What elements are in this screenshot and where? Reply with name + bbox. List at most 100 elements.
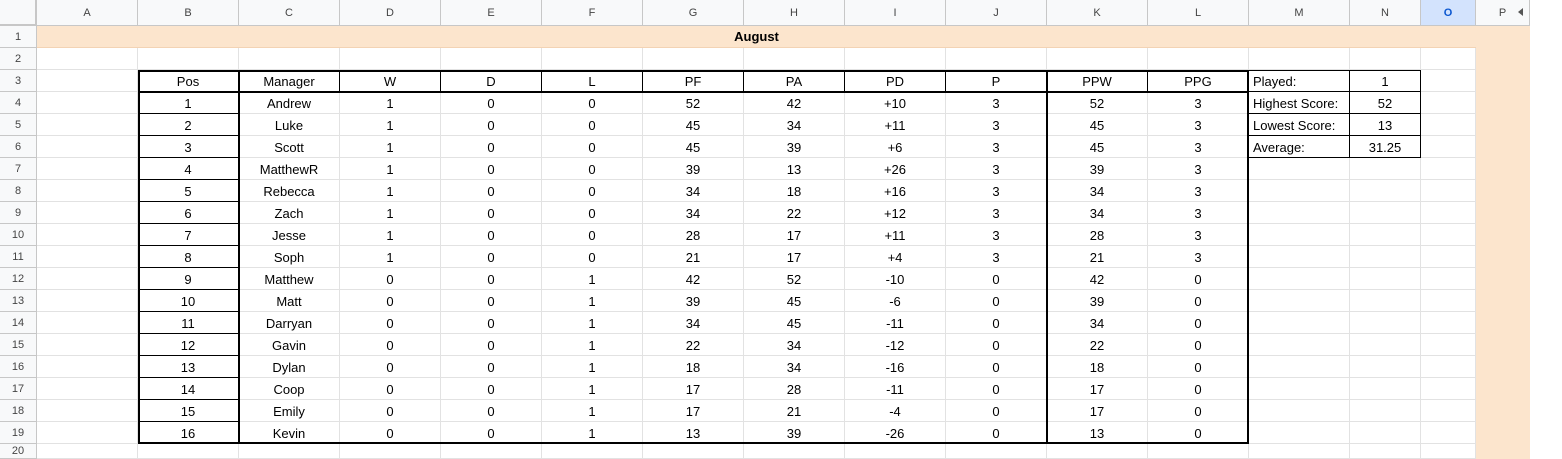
- table-cell-pf[interactable]: 39: [643, 290, 744, 312]
- table-cell-ppw[interactable]: 39: [1047, 290, 1148, 312]
- column-header-i[interactable]: I: [845, 0, 946, 26]
- grid-cell[interactable]: [1249, 422, 1350, 444]
- table-header-ppw[interactable]: PPW: [1047, 70, 1148, 92]
- table-header-pd[interactable]: PD: [845, 70, 946, 92]
- table-cell-ppw[interactable]: 28: [1047, 224, 1148, 246]
- column-header-g[interactable]: G: [643, 0, 744, 26]
- table-cell-pf[interactable]: 34: [643, 202, 744, 224]
- grid-cell[interactable]: [441, 444, 542, 459]
- table-cell-l[interactable]: 1: [542, 356, 643, 378]
- table-cell-ppw[interactable]: 18: [1047, 356, 1148, 378]
- grid-cell[interactable]: [37, 334, 138, 356]
- grid-cell[interactable]: [1421, 334, 1476, 356]
- table-cell-l[interactable]: 1: [542, 422, 643, 444]
- stat-value[interactable]: 1: [1350, 70, 1421, 92]
- grid-cell[interactable]: [845, 48, 946, 70]
- grid-cell[interactable]: [340, 444, 441, 459]
- table-cell-pf[interactable]: 17: [643, 400, 744, 422]
- table-cell-ppg[interactable]: 0: [1148, 400, 1249, 422]
- table-cell-pos[interactable]: 6: [138, 202, 239, 224]
- grid-cell[interactable]: [1350, 246, 1421, 268]
- table-cell-ppg[interactable]: 0: [1148, 378, 1249, 400]
- table-cell-manager[interactable]: Coop: [239, 378, 340, 400]
- sheet-title[interactable]: August: [37, 26, 1476, 48]
- table-cell-pos[interactable]: 1: [138, 92, 239, 114]
- table-cell-pd[interactable]: +12: [845, 202, 946, 224]
- column-header-f[interactable]: F: [542, 0, 643, 26]
- table-cell-pos[interactable]: 13: [138, 356, 239, 378]
- table-cell-pa[interactable]: 17: [744, 246, 845, 268]
- grid-cell[interactable]: [1350, 290, 1421, 312]
- stat-label[interactable]: Average:: [1249, 136, 1350, 158]
- table-cell-ppg[interactable]: 3: [1148, 224, 1249, 246]
- grid-cell[interactable]: [37, 290, 138, 312]
- table-cell-pf[interactable]: 45: [643, 114, 744, 136]
- table-cell-pa[interactable]: 39: [744, 136, 845, 158]
- grid-cell[interactable]: [1421, 202, 1476, 224]
- table-cell-pd[interactable]: +6: [845, 136, 946, 158]
- table-cell-pos[interactable]: 7: [138, 224, 239, 246]
- table-cell-pos[interactable]: 2: [138, 114, 239, 136]
- table-cell-pd[interactable]: +10: [845, 92, 946, 114]
- table-cell-ppg[interactable]: 3: [1148, 158, 1249, 180]
- table-header-d[interactable]: D: [441, 70, 542, 92]
- grid-cell[interactable]: [1249, 224, 1350, 246]
- row-header-3[interactable]: 3: [0, 70, 37, 92]
- grid-cell[interactable]: [1350, 202, 1421, 224]
- table-cell-w[interactable]: 0: [340, 290, 441, 312]
- row-header-4[interactable]: 4: [0, 92, 37, 114]
- table-cell-l[interactable]: 1: [542, 268, 643, 290]
- table-cell-ppw[interactable]: 22: [1047, 334, 1148, 356]
- table-cell-p[interactable]: 3: [946, 246, 1047, 268]
- table-cell-manager[interactable]: Darryan: [239, 312, 340, 334]
- table-cell-l[interactable]: 0: [542, 158, 643, 180]
- table-cell-manager[interactable]: Andrew: [239, 92, 340, 114]
- table-cell-w[interactable]: 1: [340, 114, 441, 136]
- grid-cell[interactable]: [1421, 378, 1476, 400]
- table-cell-manager[interactable]: Scott: [239, 136, 340, 158]
- table-header-manager[interactable]: Manager: [239, 70, 340, 92]
- column-header-p[interactable]: P: [1476, 0, 1530, 26]
- grid-cell[interactable]: [1421, 422, 1476, 444]
- table-cell-pd[interactable]: -16: [845, 356, 946, 378]
- table-cell-p[interactable]: 0: [946, 268, 1047, 290]
- table-cell-pd[interactable]: -6: [845, 290, 946, 312]
- table-cell-ppw[interactable]: 13: [1047, 422, 1148, 444]
- grid-cell[interactable]: [1421, 114, 1476, 136]
- table-cell-w[interactable]: 0: [340, 268, 441, 290]
- column-header-d[interactable]: D: [340, 0, 441, 26]
- table-cell-p[interactable]: 0: [946, 378, 1047, 400]
- grid-cell[interactable]: [845, 444, 946, 459]
- table-cell-ppw[interactable]: 17: [1047, 378, 1148, 400]
- table-cell-ppg[interactable]: 3: [1148, 202, 1249, 224]
- table-cell-l[interactable]: 0: [542, 180, 643, 202]
- table-cell-l[interactable]: 0: [542, 136, 643, 158]
- stat-label[interactable]: Lowest Score:: [1249, 114, 1350, 136]
- table-cell-pos[interactable]: 15: [138, 400, 239, 422]
- table-cell-pa[interactable]: 34: [744, 114, 845, 136]
- table-cell-pos[interactable]: 5: [138, 180, 239, 202]
- table-cell-p[interactable]: 3: [946, 158, 1047, 180]
- table-cell-p[interactable]: 3: [946, 202, 1047, 224]
- grid-cell[interactable]: [1350, 158, 1421, 180]
- table-cell-pa[interactable]: 45: [744, 290, 845, 312]
- table-cell-pd[interactable]: +4: [845, 246, 946, 268]
- table-cell-d[interactable]: 0: [441, 400, 542, 422]
- row-header-1[interactable]: 1: [0, 26, 37, 48]
- table-cell-ppw[interactable]: 34: [1047, 312, 1148, 334]
- table-cell-manager[interactable]: Soph: [239, 246, 340, 268]
- table-cell-p[interactable]: 0: [946, 290, 1047, 312]
- grid-cell[interactable]: [1421, 400, 1476, 422]
- table-cell-ppw[interactable]: 34: [1047, 202, 1148, 224]
- table-cell-p[interactable]: 0: [946, 422, 1047, 444]
- table-cell-pd[interactable]: +11: [845, 224, 946, 246]
- table-header-p[interactable]: P: [946, 70, 1047, 92]
- column-header-a[interactable]: A: [37, 0, 138, 26]
- row-header-12[interactable]: 12: [0, 268, 37, 290]
- grid-cell[interactable]: [37, 48, 138, 70]
- table-cell-manager[interactable]: Matt: [239, 290, 340, 312]
- grid-cell[interactable]: [1350, 422, 1421, 444]
- table-cell-ppg[interactable]: 3: [1148, 136, 1249, 158]
- column-header-b[interactable]: B: [138, 0, 239, 26]
- table-cell-pa[interactable]: 42: [744, 92, 845, 114]
